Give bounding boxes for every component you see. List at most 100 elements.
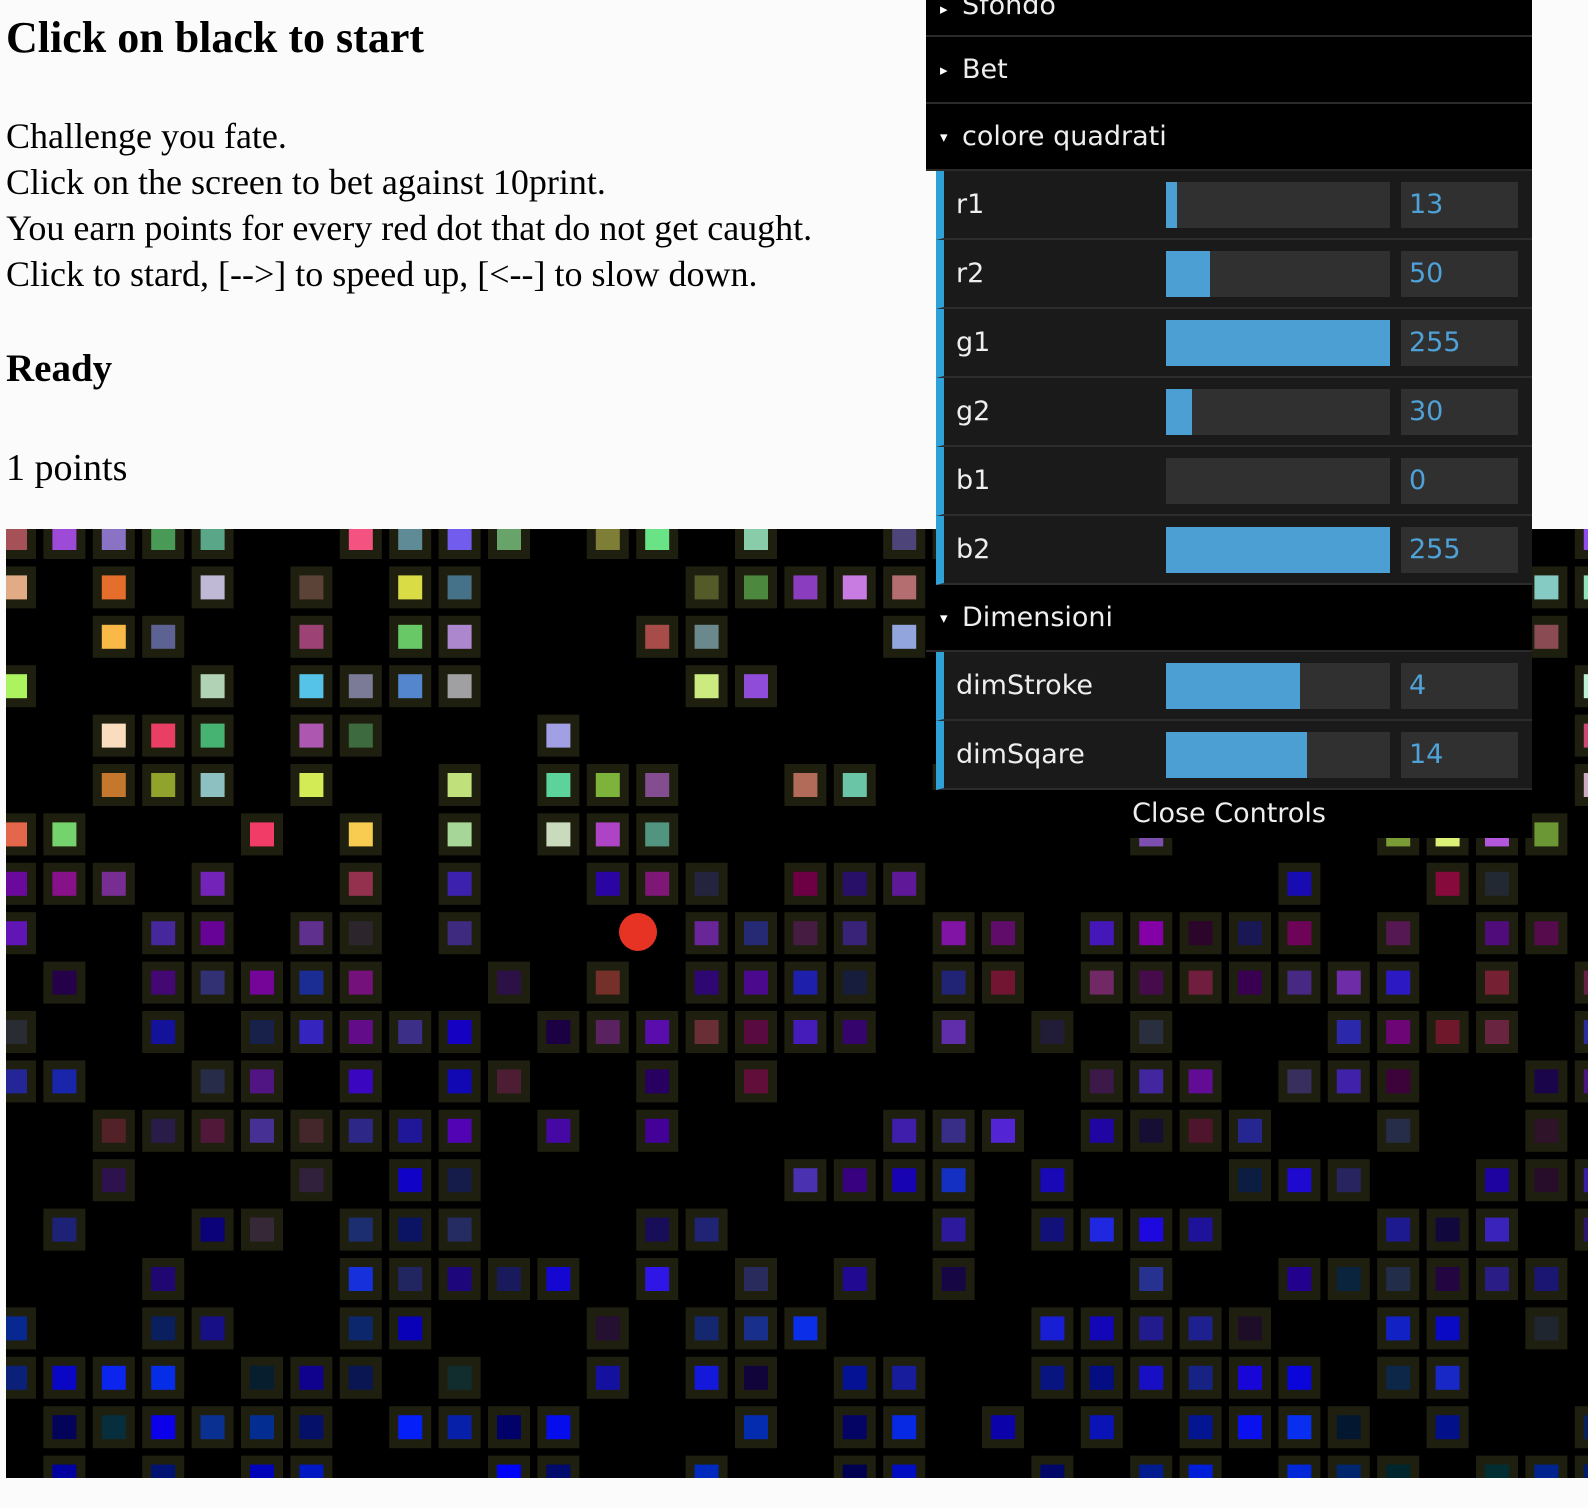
grid-square (842, 575, 867, 600)
slider-r2[interactable] (1166, 250, 1390, 297)
value-input-dimStroke[interactable] (1401, 662, 1518, 709)
grid-square (1238, 1365, 1262, 1390)
folder-label: Dimensioni (962, 602, 1114, 633)
slider-g2[interactable] (1166, 388, 1390, 435)
value-input-dimSqare[interactable] (1401, 731, 1518, 778)
grid-square (1040, 1316, 1065, 1341)
grid-square (151, 529, 176, 550)
grid-square (991, 1415, 1015, 1440)
grid-square (595, 1316, 620, 1341)
grid-square (52, 871, 77, 896)
grid-square (250, 1415, 274, 1440)
control-row-b1: b1 (936, 447, 1532, 516)
grid-square (1188, 1217, 1213, 1242)
folder-sfondo[interactable]: ▸ Sfondo (926, 0, 1532, 37)
slider-r1[interactable] (1166, 181, 1390, 228)
grid-square (1583, 1168, 1588, 1193)
grid-square (101, 575, 126, 600)
grid-square (1485, 1020, 1509, 1044)
grid-square (1238, 970, 1262, 995)
value-input-g2[interactable] (1401, 388, 1518, 435)
grid-square (1485, 970, 1509, 995)
grid-square (1238, 921, 1262, 946)
page-title: Click on black to start (6, 13, 424, 62)
points-value: 1 (6, 447, 25, 489)
grid-square (398, 575, 423, 600)
grid-square (1040, 1020, 1065, 1044)
control-row-g2: g2 (936, 378, 1532, 447)
slider-fill (1166, 250, 1210, 297)
grid-square (250, 970, 274, 995)
value-input-g1[interactable] (1401, 319, 1518, 366)
grid-square (645, 1267, 670, 1291)
grid-square (1386, 1316, 1411, 1341)
control-label: g2 (956, 396, 991, 427)
grid-square (6, 1316, 27, 1341)
control-row-dimSqare: dimSqare (936, 721, 1532, 790)
grid-square (744, 921, 768, 946)
grid-square (447, 1267, 472, 1291)
grid-square (299, 970, 324, 995)
grid-square (1287, 970, 1312, 995)
grid-square (497, 1069, 521, 1094)
grid-square (694, 674, 719, 699)
grid-square (1435, 1217, 1460, 1242)
grid-square (744, 575, 768, 600)
grid-square (793, 575, 818, 600)
grid-square (1287, 871, 1312, 896)
grid-square (1139, 1365, 1164, 1390)
grid-square (200, 1217, 225, 1242)
grid-square (1336, 1069, 1361, 1094)
slider-dimSqare[interactable] (1166, 731, 1390, 778)
grid-square (1386, 1020, 1411, 1044)
grid-square (892, 624, 917, 649)
grid-square (1485, 921, 1509, 946)
grid-square (447, 529, 472, 550)
grid-square (1139, 1217, 1164, 1242)
grid-square (200, 1118, 225, 1143)
grid-square (842, 1464, 867, 1478)
grid-square (1583, 1020, 1588, 1044)
grid-square (1583, 773, 1588, 797)
grid-square (793, 1020, 818, 1044)
grid-square (1238, 1415, 1262, 1440)
value-input-r1[interactable] (1401, 181, 1518, 228)
grid-square (6, 921, 27, 946)
grid-square (1188, 1069, 1213, 1094)
grid-square (151, 1118, 176, 1143)
grid-square (299, 624, 324, 649)
game-status: Ready (6, 347, 113, 390)
grid-square (200, 1069, 225, 1094)
grid-square (1139, 1267, 1164, 1291)
grid-square (645, 1217, 670, 1242)
folder-colore-quadrati[interactable]: ▾ colore quadrati (926, 104, 1532, 171)
folder-bet[interactable]: ▸ Bet (926, 37, 1532, 104)
grid-square (52, 822, 77, 847)
grid-square (497, 529, 521, 550)
grid-square (348, 1316, 373, 1341)
close-controls-button[interactable]: Close Controls (926, 790, 1532, 838)
grid-square (151, 723, 176, 748)
grid-square (1485, 1217, 1509, 1242)
grid-square (793, 921, 818, 946)
grid-square (299, 773, 324, 797)
grid-square (842, 1020, 867, 1044)
grid-square (447, 921, 472, 946)
grid-square (447, 1168, 472, 1193)
value-input-b1[interactable] (1401, 457, 1518, 504)
grid-square (1534, 822, 1559, 847)
value-input-b2[interactable] (1401, 526, 1518, 573)
value-input-r2[interactable] (1401, 250, 1518, 297)
grid-square (1139, 1464, 1164, 1478)
grid-square (447, 1415, 472, 1440)
grid-square (1534, 1069, 1559, 1094)
slider-b1[interactable] (1166, 457, 1390, 504)
slider-b2[interactable] (1166, 526, 1390, 573)
grid-square (941, 1020, 966, 1044)
folder-dimensioni[interactable]: ▾ Dimensioni (926, 585, 1532, 652)
slider-g1[interactable] (1166, 319, 1390, 366)
grid-square (1089, 1217, 1114, 1242)
grid-square (842, 1267, 867, 1291)
grid-square (348, 674, 373, 699)
slider-dimStroke[interactable] (1166, 662, 1390, 709)
